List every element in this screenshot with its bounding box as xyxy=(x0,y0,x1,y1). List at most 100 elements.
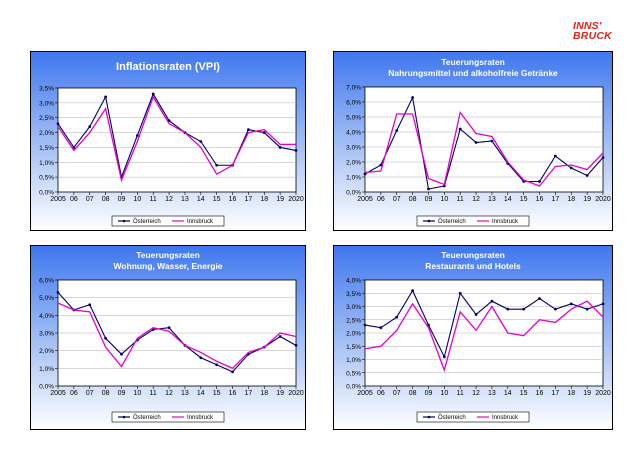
data-point xyxy=(490,299,494,303)
y-tick-label: 2,5% xyxy=(39,115,54,122)
x-tick-label: 06 xyxy=(70,196,78,203)
data-point xyxy=(490,139,494,143)
y-tick-label: 0,5% xyxy=(39,175,54,182)
legend-label: Innsbruck xyxy=(187,219,214,225)
data-point xyxy=(569,302,573,306)
series-line-0 xyxy=(57,292,297,373)
data-point xyxy=(363,323,367,327)
x-tick-label: 15 xyxy=(520,390,528,397)
data-point xyxy=(104,336,107,340)
x-tick-label: 14 xyxy=(197,196,205,203)
x-tick-label: 06 xyxy=(70,390,78,397)
data-point xyxy=(294,149,298,152)
y-tick-label: 0,0% xyxy=(346,384,361,391)
data-point xyxy=(56,122,60,126)
y-tick-label: 3,5% xyxy=(39,86,54,93)
data-point xyxy=(442,355,446,359)
x-tick-label: 12 xyxy=(472,390,480,397)
x-tick-label: 10 xyxy=(133,390,141,397)
legend-label: Innsbruck xyxy=(187,415,214,421)
x-tick-label: 13 xyxy=(181,390,189,397)
x-tick-label: 2005 xyxy=(357,196,373,203)
data-point xyxy=(262,131,266,134)
x-tick-label: 06 xyxy=(377,196,385,203)
legend-label: Österreich xyxy=(438,414,466,421)
data-point xyxy=(442,184,446,188)
x-tick-label: 19 xyxy=(583,390,591,397)
data-point xyxy=(411,96,414,99)
x-tick-label: 13 xyxy=(488,196,496,203)
data-point xyxy=(278,146,282,149)
x-tick-label: 11 xyxy=(457,196,464,203)
data-point xyxy=(458,127,462,131)
data-point xyxy=(56,290,60,294)
data-point xyxy=(411,289,414,292)
x-tick-label: 10 xyxy=(440,390,448,397)
y-tick-label: 2,0% xyxy=(39,348,54,355)
data-point xyxy=(538,180,541,183)
x-tick-label: 07 xyxy=(86,196,94,203)
data-point xyxy=(215,363,219,367)
legend-label: Innsbruck xyxy=(492,219,519,225)
x-tick-label: 06 xyxy=(377,390,385,397)
legend-marker xyxy=(122,219,126,223)
x-tick-label: 10 xyxy=(133,196,141,203)
logo-line-1: INNS' xyxy=(573,20,602,32)
x-tick-label: 18 xyxy=(567,196,575,203)
x-tick-label: 12 xyxy=(165,196,173,203)
y-tick-label: 0,0% xyxy=(346,190,361,197)
legend-box xyxy=(111,411,225,423)
data-point xyxy=(506,307,510,311)
series-line-1 xyxy=(57,302,297,370)
x-tick-label: 13 xyxy=(488,390,496,397)
x-tick-label: 12 xyxy=(165,390,173,397)
y-tick-label: 1,0% xyxy=(346,175,361,182)
x-tick-label: 2005 xyxy=(50,196,66,203)
x-tick-label: 09 xyxy=(118,196,126,203)
data-point xyxy=(231,370,234,374)
x-tick-label: 15 xyxy=(520,196,528,203)
x-tick-label: 19 xyxy=(276,196,284,203)
legend-label: Innsbruck xyxy=(492,415,519,421)
innsbruck-logo: INNS' BRUCK xyxy=(573,21,623,47)
data-point xyxy=(474,313,478,316)
chart-title-line: Nahrungsmittel und alkoholfreie Getränke xyxy=(388,68,558,78)
data-point xyxy=(474,141,478,144)
logo-line-2: BRUCK xyxy=(573,30,612,42)
y-tick-label: 6,0% xyxy=(39,278,54,285)
data-point xyxy=(278,335,282,338)
x-tick-label: 2020 xyxy=(288,196,304,203)
data-point xyxy=(379,163,383,167)
chart-panel-restaurants: Teuerungsraten Restaurants und Hotels 0,0%… xyxy=(333,245,613,430)
data-point xyxy=(151,92,155,96)
x-tick-label: 11 xyxy=(150,390,157,397)
legend-box xyxy=(416,411,530,423)
legend-marker xyxy=(122,415,126,419)
data-point xyxy=(538,297,541,300)
y-tick-label: 7,0% xyxy=(346,85,361,92)
data-point xyxy=(363,172,367,176)
chart-title-line: Teuerungsraten xyxy=(441,57,505,67)
x-tick-label: 17 xyxy=(245,196,253,203)
x-tick-label: 08 xyxy=(102,390,110,397)
y-tick-label: 0,0% xyxy=(39,190,54,197)
legend-box xyxy=(111,215,225,227)
y-tick-label: 4,0% xyxy=(346,278,361,285)
y-tick-label: 2,5% xyxy=(346,317,361,324)
y-tick-label: 1,0% xyxy=(39,160,54,167)
chart-panel-food: Teuerungsraten Nahrungsmittel und alkohol… xyxy=(333,51,613,231)
y-tick-label: 2,0% xyxy=(346,331,361,338)
x-tick-label: 14 xyxy=(504,390,512,397)
x-tick-label: 18 xyxy=(567,390,575,397)
series-line-0 xyxy=(364,289,604,359)
legend-marker xyxy=(427,219,431,223)
x-tick-label: 2020 xyxy=(595,390,611,397)
data-point xyxy=(522,307,526,311)
x-tick-label: 09 xyxy=(425,196,433,203)
x-tick-label: 17 xyxy=(552,196,560,203)
x-tick-label: 2020 xyxy=(288,390,304,397)
y-tick-label: 1,0% xyxy=(39,366,54,373)
x-tick-label: 07 xyxy=(86,390,94,397)
data-point xyxy=(554,154,557,158)
